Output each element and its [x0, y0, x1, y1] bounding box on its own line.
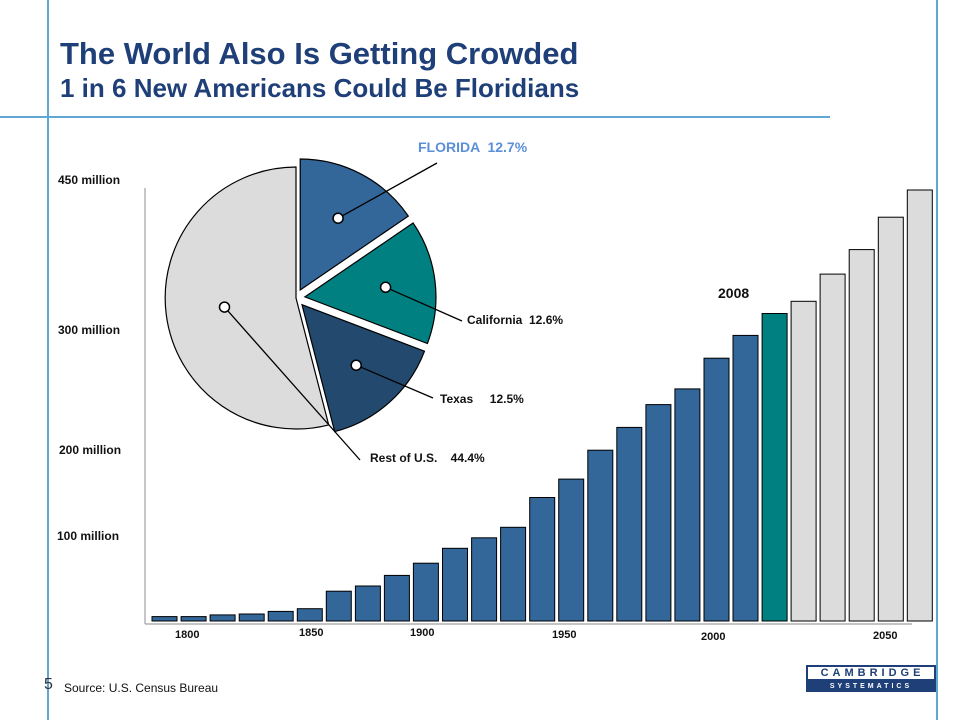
bar-1920: [529, 497, 556, 622]
bar-1960: [645, 404, 672, 622]
pie-slice-california: [303, 222, 437, 345]
chart-labels: 1800 1850 1900 1950 2000 2050 2008 FLORIDA 12.7…: [175, 139, 897, 643]
x-tick-label: 1950: [552, 629, 576, 641]
marker-dot-texas: [350, 359, 362, 371]
cambridge-logo: CAMBRIDGE SYSTEMATICS: [806, 665, 936, 692]
source-note: Source: U.S. Census Bureau: [64, 681, 219, 695]
pie-slice-rest: [164, 166, 330, 430]
bar-1930: [558, 478, 585, 622]
slide-title: The World Also Is Getting Crowded: [60, 36, 579, 71]
bar-1840: [296, 608, 323, 622]
bar-1880: [412, 562, 439, 622]
y-tick-label: 200 million: [59, 443, 121, 457]
logo-wordmark: CAMBRIDGE: [806, 665, 936, 681]
bar-series: [151, 189, 933, 622]
marker-dot-florida: [332, 212, 344, 224]
highlight-year-label: 2008: [718, 285, 749, 301]
leader-line-texas: [355, 364, 434, 399]
bar-1900: [471, 537, 498, 622]
x-tick-label: 1800: [175, 629, 199, 641]
bar-1950: [616, 426, 643, 622]
pie-label-california: California 12.6%: [467, 313, 563, 327]
leader-line-california: [385, 286, 463, 322]
bar-1790: [151, 616, 178, 622]
leader-line-rest: [224, 306, 361, 461]
frame-line-right: [936, 0, 938, 720]
bar-1980: [703, 357, 730, 622]
bar-2030: [848, 249, 875, 622]
bar-1830: [267, 610, 294, 622]
bar-1970: [674, 388, 701, 622]
bar-2008: [761, 313, 788, 622]
marker-dot-california: [379, 281, 392, 294]
y-tick-label: 450 million: [58, 173, 120, 187]
x-tick-label: 1900: [410, 627, 434, 639]
bar-1800: [180, 616, 207, 622]
bar-1860: [354, 585, 381, 622]
pie-label-rest: Rest of U.S. 44.4%: [370, 451, 485, 465]
bar-2010: [790, 300, 817, 622]
bar-2000: [732, 334, 759, 622]
slide-subtitle: 1 in 6 New Americans Could Be Floridians: [60, 73, 580, 103]
pie-label-texas: Texas 12.5%: [440, 392, 524, 406]
bar-1820: [238, 613, 265, 622]
page-number: 5: [44, 676, 53, 693]
y-tick-label: 100 million: [57, 529, 119, 543]
x-tick-label: 1850: [299, 627, 323, 639]
bar-1890: [442, 547, 468, 622]
bar-2040: [877, 216, 904, 622]
chart-axis: 100 million 200 million 300 million 450 mil…: [57, 173, 912, 625]
y-tick-label: 300 million: [58, 323, 120, 337]
marker-dot-rest: [218, 301, 231, 313]
frame-line-left: [47, 0, 49, 720]
x-tick-label: 2050: [873, 630, 897, 642]
x-tick-label: 2000: [701, 631, 725, 643]
bar-1910: [500, 526, 527, 622]
pie-chart: [164, 158, 437, 433]
logo-subtitle: SYSTEMATICS: [806, 681, 936, 692]
frame-line-top: [0, 116, 830, 118]
bar-1810: [209, 614, 236, 622]
pie-label-florida: FLORIDA 12.7%: [418, 139, 528, 155]
pie-slice-florida: [299, 158, 410, 292]
leader-line-florida: [337, 162, 438, 219]
bar-2020: [819, 273, 846, 622]
bar-1870: [383, 574, 410, 622]
bar-2050: [906, 189, 933, 622]
bar-1850: [325, 590, 352, 622]
bar-1940: [587, 449, 614, 622]
